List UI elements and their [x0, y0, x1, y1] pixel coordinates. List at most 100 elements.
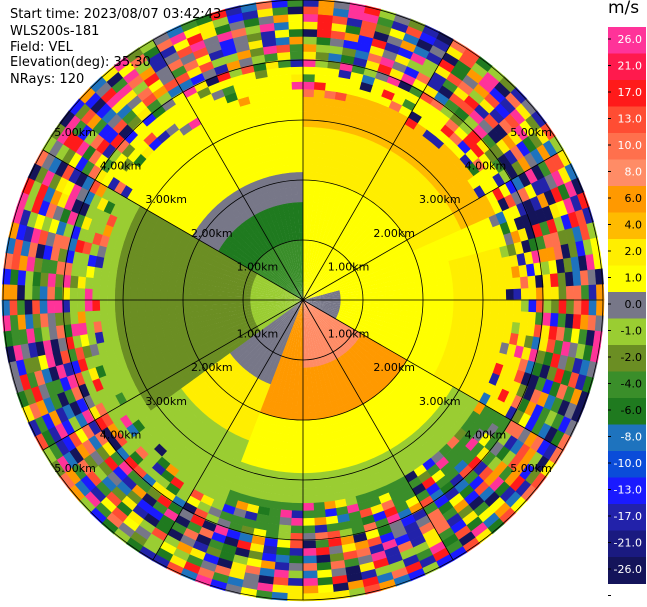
velocity-gate [317, 291, 325, 296]
velocity-gate [437, 284, 447, 293]
velocity-gate [367, 242, 377, 252]
velocity-gate [414, 280, 424, 289]
velocity-gate [429, 248, 440, 259]
velocity-gate [585, 253, 596, 271]
velocity-gate [347, 294, 356, 298]
velocity-gate [332, 240, 341, 250]
velocity-gate [421, 279, 431, 288]
velocity-gate [333, 232, 341, 242]
velocity-gate [315, 265, 321, 274]
velocity-gate [317, 296, 326, 299]
velocity-gate [506, 242, 517, 257]
velocity-gate [513, 240, 525, 255]
velocity-gate [346, 286, 355, 291]
velocity-gate [307, 194, 315, 203]
velocity-gate [348, 243, 357, 253]
velocity-gate [327, 237, 334, 247]
velocity-gate [582, 238, 594, 256]
velocity-gate [448, 258, 458, 269]
velocity-gate [342, 170, 352, 181]
velocity-gate [346, 86, 360, 97]
velocity-gate [307, 270, 311, 279]
velocity-gate [542, 273, 552, 288]
velocity-gate [336, 225, 345, 235]
velocity-gate [444, 276, 453, 286]
velocity-gate [463, 214, 476, 227]
velocity-field [1, 0, 605, 602]
velocity-gate [498, 288, 507, 300]
velocity-gate [417, 135, 432, 148]
velocity-gate [305, 247, 309, 256]
velocity-gate [305, 277, 308, 286]
velocity-gate [323, 261, 330, 270]
velocity-gate [392, 154, 405, 167]
velocity-gate [368, 280, 377, 286]
velocity-gate [343, 261, 352, 270]
velocity-gate [364, 217, 374, 228]
velocity-gate [364, 269, 374, 276]
velocity-gate [357, 255, 367, 264]
velocity-gate [337, 281, 346, 287]
velocity-gate [483, 203, 496, 218]
velocity-gate [448, 176, 462, 190]
velocity-gate [424, 257, 435, 267]
velocity-gate [560, 242, 571, 259]
velocity-gate [430, 285, 439, 294]
velocity-gate [442, 168, 456, 182]
velocity-gate [306, 254, 311, 263]
velocity-gate [550, 185, 564, 203]
velocity-gate [549, 272, 559, 288]
velocity-gate [321, 251, 328, 260]
velocity-gate [351, 208, 361, 218]
velocity-gate [336, 279, 345, 285]
velocity-gate [374, 23, 392, 36]
velocity-gate [538, 247, 549, 263]
velocity-gate [354, 229, 364, 239]
velocity-gate [461, 74, 479, 90]
velocity-gate [575, 239, 586, 257]
velocity-gate [318, 218, 325, 228]
velocity-gate [435, 161, 449, 175]
velocity-gate [339, 177, 349, 188]
velocity-gate [513, 124, 529, 141]
velocity-gate [483, 289, 492, 300]
velocity-gate [323, 252, 330, 261]
velocity-gate [311, 281, 318, 289]
velocity-gate [384, 131, 398, 144]
velocity-gate [407, 282, 416, 289]
velocity-gate [325, 75, 339, 85]
velocity-gate [470, 61, 488, 78]
velocity-gate [318, 142, 328, 152]
velocity-gate [415, 38, 433, 52]
velocity-gate [449, 38, 468, 54]
velocity-gate [530, 163, 545, 181]
velocity-gate [509, 86, 527, 104]
velocity-gate [454, 184, 468, 198]
velocity-gate [304, 269, 307, 278]
velocity-gate [329, 267, 337, 275]
velocity-gate [403, 264, 413, 273]
velocity-gate [324, 244, 331, 254]
velocity-gate [482, 71, 500, 88]
velocity-gate [460, 282, 469, 292]
velocity-gate [329, 247, 336, 256]
velocity-gate [404, 153, 417, 166]
velocity-gate [338, 266, 346, 274]
velocity-gate [336, 130, 348, 141]
velocity-gate [436, 173, 450, 187]
velocity-gate [342, 203, 351, 213]
velocity-gate [352, 56, 368, 68]
velocity-gate [464, 234, 476, 247]
velocity-gate [347, 266, 356, 274]
velocity-gate [363, 226, 373, 237]
velocity-gate [312, 248, 317, 257]
velocity-gate [334, 91, 347, 102]
velocity-gate [321, 173, 330, 183]
velocity-gate [390, 20, 409, 34]
velocity-gate [364, 208, 375, 219]
velocity-gate [331, 258, 339, 267]
velocity-gate [339, 154, 350, 165]
velocity-gate [355, 201, 365, 212]
velocity-gate [415, 293, 424, 300]
velocity-gate [355, 265, 364, 273]
